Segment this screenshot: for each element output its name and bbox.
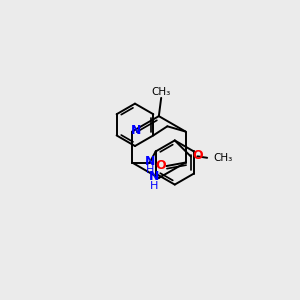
Text: H: H: [146, 165, 154, 175]
Text: CH₃: CH₃: [152, 87, 171, 97]
Text: CH₃: CH₃: [214, 153, 233, 163]
Text: N: N: [130, 124, 141, 137]
Text: N: N: [145, 155, 155, 168]
Text: N: N: [149, 170, 159, 183]
Text: O: O: [192, 149, 203, 162]
Text: H: H: [150, 181, 158, 191]
Text: O: O: [155, 159, 166, 172]
